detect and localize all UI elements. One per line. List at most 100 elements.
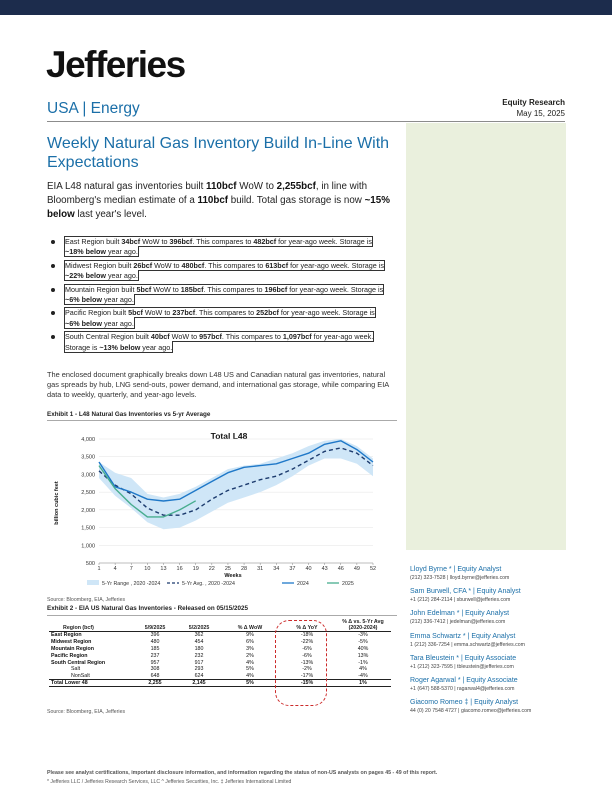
legend-label: 5-Yr Range , 2020 -2024	[102, 581, 160, 587]
list-item: East Region built 34bcf WoW to 396bcf. T…	[50, 235, 390, 258]
table-row: Salt 308 293 5% -2% 4%	[49, 666, 391, 673]
x-tick-label: 40	[305, 566, 311, 572]
x-tick-label: 16	[177, 566, 183, 572]
series-line-5yr	[98, 447, 374, 516]
table-cell: 396	[133, 631, 177, 639]
table-cell: South Central Region	[51, 659, 106, 666]
x-tick-label: 1	[97, 566, 100, 572]
x-tick-label: 37	[289, 566, 295, 572]
analyst-entry: Roger Agarwal * | Equity Associate +1 (64…	[410, 676, 575, 693]
exhibit1-source: Source: Bloomberg, EIA, Jefferies	[47, 597, 126, 603]
table-header: Region (bcf)	[49, 619, 133, 632]
x-tick-label: 22	[209, 566, 215, 572]
x-tick-label: 31	[257, 566, 263, 572]
table-cell: -6%	[302, 652, 312, 659]
yoy-highlight-oval	[275, 620, 327, 706]
table-header-row: Region (bcf) 5/9/2025 5/2/2025 % Δ WoW %…	[49, 619, 391, 632]
table-cell: 2%	[246, 652, 254, 659]
x-tick-label: 19	[193, 566, 199, 572]
table-cell: 4%	[246, 673, 254, 680]
table-row: NonSalt 648 624 4% -17% -4%	[49, 673, 391, 680]
x-tick-label: 13	[160, 566, 166, 572]
table-header: % Δ WoW	[221, 619, 279, 632]
y-tick-label: 4,000	[81, 437, 95, 443]
x-tick-label: 28	[241, 566, 247, 572]
x-tick-label: 7	[130, 566, 133, 572]
sidebar-panel	[406, 123, 566, 550]
table-cell: Pacific Region	[51, 652, 88, 659]
analyst-contact: 44 (0) 20 7548 4727 | giacomo.romeo@jeff…	[410, 708, 532, 715]
table-cell: 293	[194, 666, 204, 673]
table-cell: -1%	[358, 659, 368, 666]
analyst-contact: 1 (212) 336-7254 | emma.schwartz@jefferi…	[410, 641, 525, 648]
table-cell: 454	[194, 638, 204, 645]
analyst-entry: Tara Bleustein * | Equity Associate +1 (2…	[410, 654, 575, 671]
y-tick-label: 2,500	[81, 490, 95, 496]
analyst-name: Lloyd Byrne * | Equity Analyst	[410, 566, 502, 573]
series-line-2024	[98, 440, 374, 502]
analyst-entry: Lloyd Byrne * | Equity Analyst (212) 323-…	[410, 565, 575, 582]
table-cell: 4%	[359, 666, 367, 673]
table-row: South Central Region 957 917 4% -13% -1%	[49, 659, 391, 666]
report-type: Equity Research	[502, 98, 565, 107]
legend-label: 2025	[342, 581, 354, 587]
x-tick-label: 25	[225, 566, 231, 572]
report-region: USA | Energy	[47, 100, 140, 117]
table-cell: 957	[150, 659, 160, 666]
analyst-entry: Emma Schwartz * | Equity Analyst 1 (212) …	[410, 632, 575, 649]
table-cell: 5%	[246, 666, 254, 673]
analyst-name: Emma Schwartz * | Equity Analyst	[410, 632, 516, 640]
table-cell: 180	[194, 645, 204, 652]
y-tick-label: 1,500	[81, 526, 95, 532]
analyst-name: Roger Agarwal * | Equity Associate	[410, 676, 518, 684]
table-cell: -5%	[358, 638, 368, 645]
analyst-entry: John Edelman * | Equity Analyst (212) 336…	[410, 609, 575, 626]
analyst-contact: +1 (212) 284-2114 | sburwell@jefferies.c…	[410, 597, 511, 604]
top-banner	[0, 0, 612, 15]
exhibit2-caption: Exhibit 2 - EIA US Natural Gas Inventori…	[47, 605, 248, 612]
analyst-name: Giacomo Romeo ‡ | Equity Analyst	[410, 699, 519, 707]
analyst-contact: (212) 336-7412 | jedelman@jefferies.com	[410, 619, 506, 626]
table-cell: Salt	[71, 666, 81, 673]
analyst-entry: Giacomo Romeo ‡ | Equity Analyst 44 (0) 2…	[410, 698, 575, 715]
x-tick-label: 34	[273, 566, 279, 572]
y-tick-label: 3,500	[81, 455, 95, 461]
x-tick-label: 10	[144, 566, 150, 572]
table-cell: 624	[194, 673, 204, 680]
table-header: % Δ vs. 5-Yr Avg (2020-2024)	[335, 619, 391, 632]
x-tick-label: 46	[338, 566, 344, 572]
table-cell: 40%	[357, 645, 369, 652]
exhibit1-caption: Exhibit 1 - L48 Natural Gas Inventories …	[47, 411, 211, 418]
table-cell: Total Lower 48	[49, 679, 133, 688]
table-cell: 480	[150, 638, 160, 645]
x-tick-label: 52	[370, 566, 376, 572]
analyst-contact: +1 (212) 323-7595 | tbleustein@jefferies…	[410, 663, 514, 670]
chart-title: Total L48	[211, 431, 248, 441]
table-cell: 3%	[246, 645, 254, 652]
table-cell: 648	[150, 673, 160, 680]
table-cell: -13%	[300, 659, 314, 666]
disclosure-note: Please see analyst certifications, impor…	[47, 770, 438, 776]
y-tick-label: 500	[86, 561, 95, 567]
jefferies-logo: Jefferies	[46, 44, 186, 85]
chart-x-axis-label: Weeks	[224, 573, 241, 579]
entity-legend: * Jefferies LLC / Jefferies Research Ser…	[47, 779, 292, 785]
legend-label: 2024	[297, 581, 309, 587]
chart-y-axis-label: billion cubic feet	[54, 481, 60, 525]
legend-swatch	[87, 580, 99, 585]
exhibit2-source: Source: Bloomberg, EIA, Jefferies	[47, 709, 126, 715]
table-row: Midwest Region 480 454 6% -22% -5%	[49, 638, 391, 645]
list-item: Mountain Region built 5bcf WoW to 185bcf…	[50, 283, 390, 306]
table-cell: -4%	[358, 673, 368, 680]
series-line-2025	[98, 465, 197, 518]
table-cell: -6%	[302, 645, 312, 652]
x-tick-label: 43	[322, 566, 328, 572]
x-tick-label: 4	[114, 566, 117, 572]
analyst-name: Tara Bleustein * | Equity Associate	[410, 654, 517, 662]
table-cell: -15%	[279, 679, 335, 688]
table-cell: -18%	[279, 631, 335, 639]
table-cell: -22%	[300, 638, 314, 645]
page-title: Weekly Natural Gas Inventory Build In-Li…	[47, 135, 390, 171]
table-cell: -17%	[300, 673, 314, 680]
table-row: Pacific Region 237 232 2% -6% 13%	[49, 652, 391, 659]
